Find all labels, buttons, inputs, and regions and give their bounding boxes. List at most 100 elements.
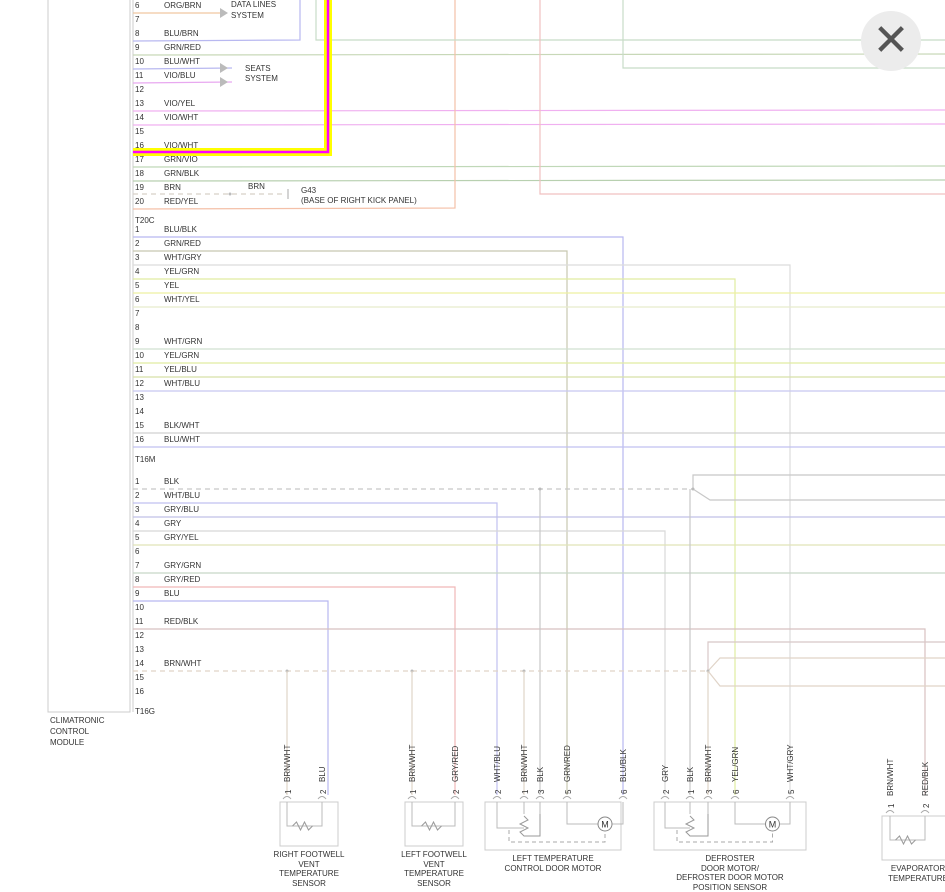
component-pin-number: 2 [494, 790, 503, 794]
wire-label: BLU/WHT [164, 435, 200, 444]
module-name-line: MODULE [50, 738, 84, 747]
pin-number: 4 [135, 519, 139, 528]
wire-label: BLU/WHT [164, 57, 200, 66]
component-wire-label: BRN/WHT [886, 759, 895, 796]
component-wire-label: BLK [686, 767, 695, 782]
wire-T16G-2 [133, 503, 497, 795]
component-caption: EVAPORATOR [858, 864, 945, 874]
pin-number: 6 [135, 295, 139, 304]
pin-number: 3 [135, 253, 139, 262]
component-pin-number: 2 [922, 804, 931, 808]
pin-terminal-icon [520, 797, 528, 800]
pin-number: 6 [135, 1, 139, 10]
wire-label: ORG/BRN [164, 1, 201, 10]
component-pin-number: 2 [452, 790, 461, 794]
pin-number: 9 [135, 589, 139, 598]
component-wire-label: GRY [661, 765, 670, 782]
pin-terminal-icon [493, 797, 501, 800]
close-button[interactable]: ✕ [861, 11, 921, 71]
pin-number: 15 [135, 673, 144, 682]
pin-number: 4 [135, 267, 139, 276]
wire-label: GRY [164, 519, 181, 528]
wire-label: BLK [164, 477, 179, 486]
pin-number: 3 [135, 505, 139, 514]
pin-number: 12 [135, 379, 144, 388]
wire-label: BLU/BRN [164, 29, 199, 38]
pin-number: 5 [135, 281, 139, 290]
component-caption: TEMPERATURE [249, 869, 369, 879]
module-name-line: CLIMATRONIC [50, 716, 105, 725]
wire-T16M-1 [133, 237, 623, 795]
component-caption: RIGHT FOOTWELL [249, 850, 369, 860]
data-lines-label: DATA LINES [231, 0, 276, 9]
component-wire-label: RED/BLK [921, 762, 930, 796]
seats-arrow-1 [220, 63, 228, 73]
wire-label: VIO/WHT [164, 113, 198, 122]
component-pin-number: 3 [537, 790, 546, 794]
component-wire-label: BLU [318, 766, 327, 782]
component-pin-number: 6 [620, 790, 629, 794]
pin-terminal-icon [921, 811, 929, 814]
wire-label: GRY/GRN [164, 561, 201, 570]
component-wire-label: YEL/GRN [731, 747, 740, 782]
wire-label: WHT/BLU [164, 491, 200, 500]
pin-number: 12 [135, 85, 144, 94]
wire-label: YEL/GRN [164, 267, 199, 276]
pin-terminal-icon [619, 797, 627, 800]
pin-terminal-icon [686, 797, 694, 800]
wire-T16G-4 [133, 531, 665, 795]
seats-label: SYSTEM [245, 74, 278, 83]
pin-number: 10 [135, 603, 144, 612]
component-wire-label: BRN/WHT [408, 745, 417, 782]
component-pin-number: 1 [409, 790, 418, 794]
wire-T20C-18 [133, 180, 945, 181]
pin-number: 9 [135, 43, 139, 52]
component-pin-number: 3 [705, 790, 714, 794]
wire-T20C-10 [133, 68, 232, 69]
pin-terminal-icon [283, 797, 291, 800]
wire-label: GRN/BLK [164, 169, 199, 178]
pin-terminal-icon [563, 797, 571, 800]
wire-label: RED/BLK [164, 617, 198, 626]
component-pin-number: 1 [284, 790, 293, 794]
pin-number: 8 [135, 323, 139, 332]
component-wire-label: BLK [536, 767, 545, 782]
pin-terminal-icon [704, 797, 712, 800]
component-caption: DEFROSTER DOOR MOTOR [640, 873, 820, 883]
data-lines-arrow [220, 8, 228, 18]
pin-number: 1 [135, 477, 139, 486]
wire-label: BRN/WHT [164, 659, 201, 668]
wire-label: GRN/RED [164, 43, 201, 52]
pin-number: 5 [135, 533, 139, 542]
ground-wire-label: BRN [248, 182, 265, 191]
wire-brnwht-trunk [708, 642, 945, 671]
pin-number: 6 [135, 547, 139, 556]
pin-number: 2 [135, 491, 139, 500]
ground-location: (BASE OF RIGHT KICK PANEL) [301, 196, 417, 205]
wire-blk-trunk [693, 475, 945, 489]
pin-terminal-icon [731, 797, 739, 800]
component-box [654, 802, 806, 850]
wire-T20C-9 [133, 54, 945, 55]
component-pin-number: 1 [887, 804, 896, 808]
component-wire-label: GRY/RED [451, 746, 460, 782]
wire-T16M-3 [133, 265, 790, 795]
pin-number: 17 [135, 155, 144, 164]
pin-number: 13 [135, 393, 144, 402]
wire-label: WHT/GRN [164, 337, 202, 346]
component-wire-label: BRN/WHT [704, 745, 713, 782]
wire-label: YEL/BLU [164, 365, 197, 374]
wire-T20C-14 [133, 124, 945, 125]
wire-label: WHT/YEL [164, 295, 200, 304]
pin-terminal-icon [886, 811, 894, 814]
pin-terminal-icon [408, 797, 416, 800]
pin-number: 19 [135, 183, 144, 192]
pin-number: 15 [135, 421, 144, 430]
wire-blk-branch [693, 489, 945, 500]
component-box [280, 802, 338, 846]
component-box [882, 816, 945, 860]
wire-green-trunk [316, 0, 945, 40]
connector-id: T20C [135, 216, 155, 225]
wire-label: YEL [164, 281, 179, 290]
wire-T16G-11 [133, 629, 925, 795]
